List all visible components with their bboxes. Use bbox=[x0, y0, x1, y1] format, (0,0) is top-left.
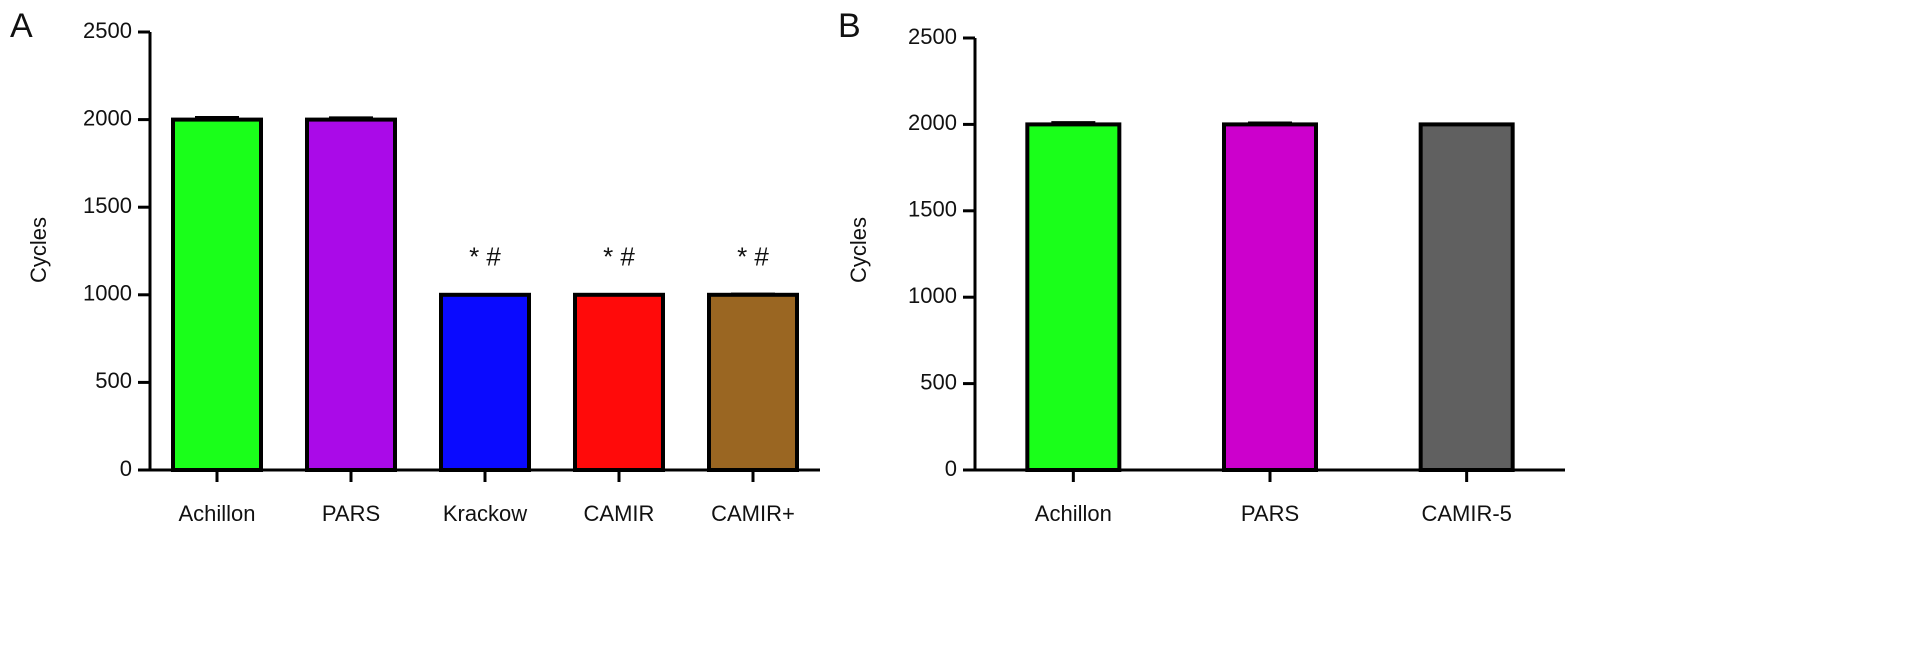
bar bbox=[573, 292, 665, 472]
y-tick-label: 1500 bbox=[908, 197, 957, 222]
bar bbox=[1025, 122, 1122, 473]
annotation: * # bbox=[469, 242, 501, 272]
y-tick-label: 2000 bbox=[908, 110, 957, 135]
y-tick-label: 0 bbox=[945, 456, 957, 481]
x-tick-label: CAMIR-5 bbox=[1421, 501, 1511, 526]
annotation: * # bbox=[603, 242, 635, 272]
bar bbox=[171, 117, 263, 472]
x-tick-label: PARS bbox=[322, 501, 380, 526]
bar bbox=[439, 292, 531, 472]
panel-label: B bbox=[838, 7, 861, 45]
y-tick-label: 1000 bbox=[83, 281, 132, 306]
annotation: * # bbox=[737, 242, 769, 272]
y-tick-label: 0 bbox=[120, 456, 132, 481]
panel-label: A bbox=[10, 7, 33, 45]
y-tick-label: 2500 bbox=[908, 24, 957, 49]
y-tick-label: 1500 bbox=[83, 193, 132, 218]
x-tick-label: CAMIR bbox=[584, 501, 655, 526]
x-tick-label: CAMIR+ bbox=[711, 501, 795, 526]
x-tick-label: Achillon bbox=[1035, 501, 1112, 526]
y-tick-label: 1000 bbox=[908, 283, 957, 308]
y-tick-label: 500 bbox=[920, 369, 957, 394]
bar bbox=[1222, 122, 1318, 473]
bar bbox=[1418, 122, 1515, 473]
y-axis-label: Cycles bbox=[26, 217, 51, 283]
x-tick-label: Achillon bbox=[178, 501, 255, 526]
bar bbox=[305, 117, 397, 472]
y-tick-label: 2000 bbox=[83, 105, 132, 130]
x-tick-label: Krackow bbox=[443, 501, 527, 526]
y-tick-label: 500 bbox=[95, 368, 132, 393]
y-axis-label: Cycles bbox=[846, 217, 871, 283]
y-tick-label: 2500 bbox=[83, 18, 132, 43]
x-tick-label: PARS bbox=[1241, 501, 1299, 526]
bar bbox=[707, 292, 799, 472]
